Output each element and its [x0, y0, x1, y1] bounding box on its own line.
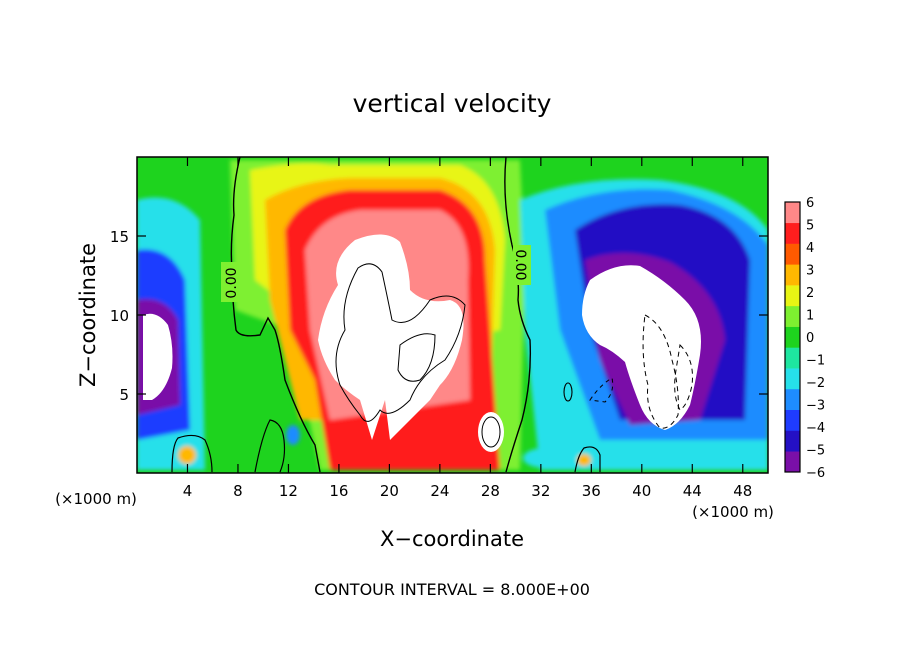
x-tick-label: 32	[531, 482, 550, 500]
contour-interval-note: CONTOUR INTERVAL = 8.000E+00	[314, 580, 590, 599]
colorbar-swatch	[785, 326, 800, 348]
colorbar-label: 5	[806, 219, 814, 234]
heatmap-field: 0.00 0.00	[137, 157, 768, 473]
field-updraft-saturated	[318, 234, 464, 440]
colorbar-swatch	[785, 368, 800, 390]
x-tick-label: 28	[481, 482, 500, 500]
field-west-saturated	[143, 313, 173, 400]
colorbar-frame	[784, 201, 801, 473]
colorbar-label: −5	[806, 444, 825, 459]
x-tick-label: 20	[380, 482, 399, 500]
contour-updraft-inner	[397, 333, 436, 382]
contour-updraft-core	[335, 263, 466, 422]
y-tick-label: 10	[110, 307, 129, 325]
colorbar-swatch	[785, 430, 800, 452]
contour-low-west	[171, 434, 213, 473]
contour-downdraft-dashed-2	[674, 343, 693, 411]
y-tick-label: 15	[110, 228, 129, 246]
x-tick-label: 40	[632, 482, 651, 500]
chart-title: vertical velocity	[353, 89, 552, 118]
colorbar-label: −2	[806, 376, 825, 391]
colorbar-label: 2	[806, 286, 814, 301]
field-low-blue-1	[286, 425, 300, 445]
contour-updraft-lower	[481, 416, 501, 448]
colorbar-label: 0	[806, 331, 814, 346]
contour-zero-west	[230, 157, 321, 473]
x-axis-label: X−coordinate	[380, 527, 524, 551]
field-low-orange-west	[178, 446, 196, 464]
colorbar-swatch	[785, 222, 800, 244]
colorbar-label: −3	[806, 399, 825, 414]
contour-low-east	[574, 446, 601, 473]
field-low-cyan-1	[523, 448, 567, 468]
colorbar-swatch	[785, 451, 800, 473]
colorbar-swatch	[785, 285, 800, 307]
y-axis-label: Z−coordinate	[76, 243, 100, 387]
colorbar-label: −4	[806, 421, 825, 436]
contour-low-mid	[254, 419, 286, 473]
colorbar-label: 1	[806, 309, 814, 324]
colorbar: −6 −5 −4 −3 −2 −1 0 1 2 3 4 5 6	[784, 196, 825, 481]
x-tick-label: 12	[279, 482, 298, 500]
colorbar-label: −1	[806, 354, 825, 369]
colorbar-label: −6	[806, 466, 825, 481]
y-tick-label: 5	[119, 386, 129, 404]
x-axis-ticks: 4 8 12 16 20 24 28 32 36 40 44 48	[183, 157, 752, 500]
colorbar-swatch	[785, 347, 800, 369]
contour-zero-east	[504, 157, 531, 473]
x-tick-label: 4	[183, 482, 193, 500]
colorbar-swatch	[785, 305, 800, 327]
contour-label-east: 0.00	[512, 249, 528, 280]
colorbar-swatch	[785, 202, 800, 224]
colorbar-swatch	[785, 409, 800, 431]
x-tick-label: 8	[233, 482, 243, 500]
x-tick-label: 48	[733, 482, 752, 500]
x-tick-label: 16	[329, 482, 348, 500]
x-axis-unit-right: (×1000 m)	[692, 503, 774, 521]
colorbar-swatch	[785, 388, 800, 410]
field-low-orange-east	[577, 454, 591, 466]
colorbar-swatch	[785, 264, 800, 286]
contour-small-east	[563, 382, 573, 402]
colorbar-label: 3	[806, 264, 814, 279]
colorbar-swatch	[785, 243, 800, 265]
x-tick-label: 36	[582, 482, 601, 500]
colorbar-label: 6	[806, 196, 814, 211]
contour-label-west: 0.00	[224, 267, 240, 298]
colorbar-label: 4	[806, 241, 814, 256]
field-east-saturated	[582, 265, 701, 430]
contour-downdraft-dashed-3	[589, 377, 614, 403]
x-tick-label: 44	[683, 482, 702, 500]
x-tick-label: 24	[430, 482, 449, 500]
x-axis-unit-left: (×1000 m)	[55, 490, 137, 508]
contour-downdraft-dashed	[642, 314, 679, 429]
y-axis-ticks: 5 10 15	[110, 228, 768, 404]
